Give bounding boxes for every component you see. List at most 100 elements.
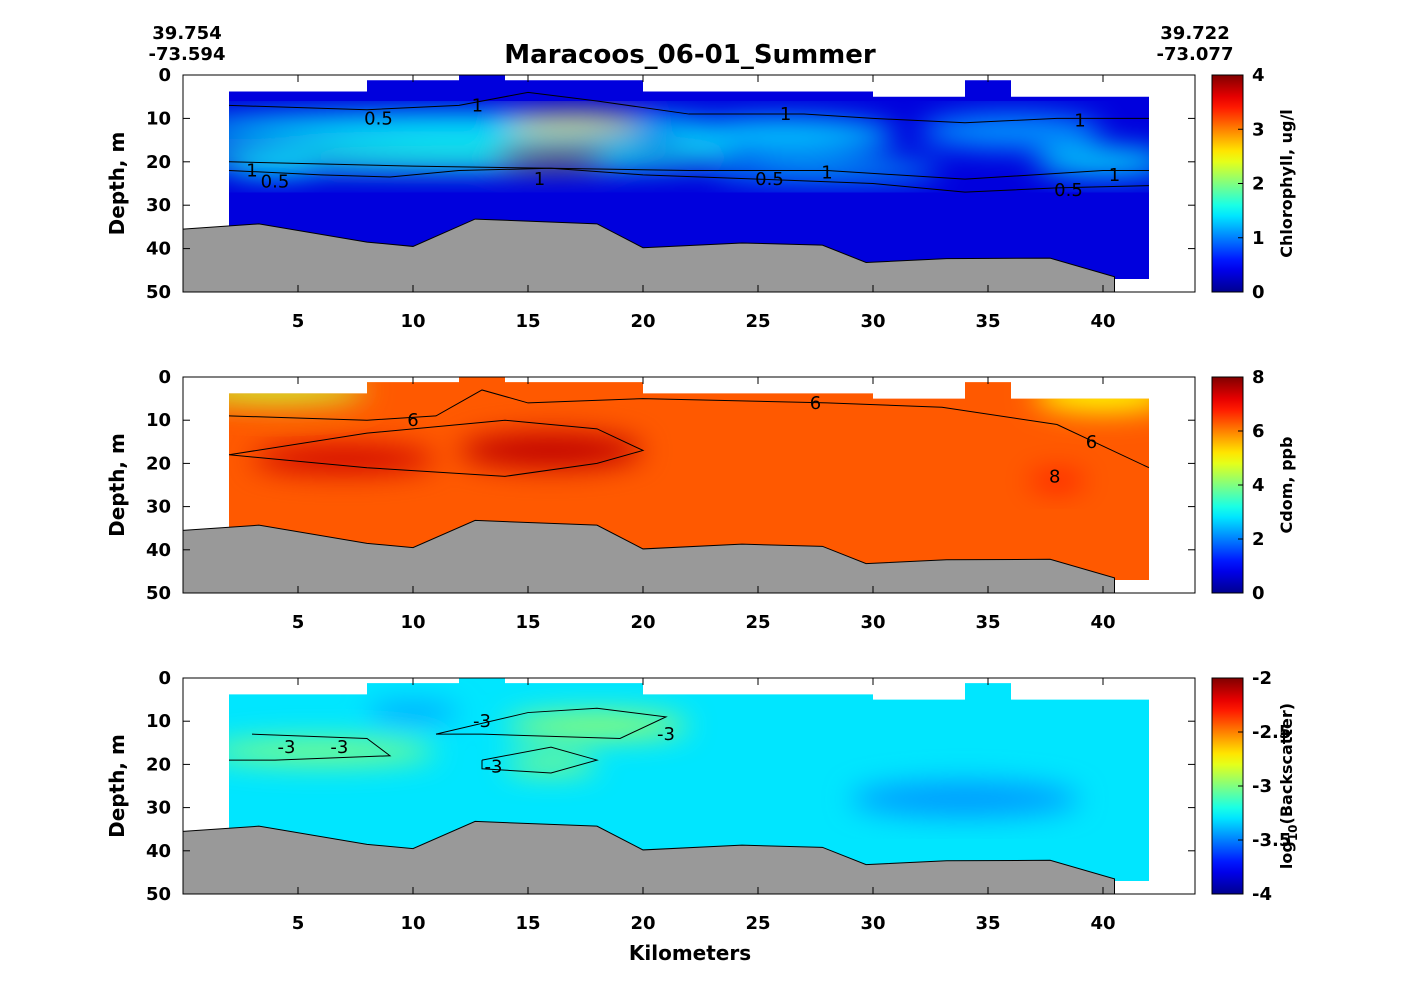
contour-label: 6 xyxy=(1086,432,1097,453)
corner-left-lon: -73.594 xyxy=(149,44,226,65)
contour-line xyxy=(229,91,1149,124)
colorbar-label: Cdom, ppb xyxy=(1277,437,1296,534)
x-axis-label: Kilometers xyxy=(629,941,751,965)
contour-line xyxy=(229,161,1149,180)
colorbar-tick-label: 2 xyxy=(1252,174,1265,195)
y-axis-label: Depth, m xyxy=(105,433,129,537)
colorbar xyxy=(1211,376,1244,594)
y-tick-label: 20 xyxy=(146,152,171,173)
field-patch xyxy=(505,755,597,774)
x-tick-label: 35 xyxy=(975,913,1000,934)
contour-line xyxy=(229,419,645,477)
contour-line xyxy=(229,389,1149,469)
contour-label: -3 xyxy=(278,737,296,758)
y-axis-label: Depth, m xyxy=(105,734,129,838)
x-tick-label: 25 xyxy=(745,612,770,633)
chlorophyll-panel: 0.51 1 110.5 1 0.5 10.515 10 15 20 25 30 35 40010203… xyxy=(105,65,1296,332)
colorbar-tick-label: 0 xyxy=(1252,583,1265,604)
axes-frame xyxy=(182,74,1196,293)
cdom-panel: 6 6 6 8 5 10 15 20 25 30 35 40 0 10 20 30 40 50 Depth, m 0 2… xyxy=(105,367,1296,633)
field-patch xyxy=(666,118,896,154)
y-tick-label: 20 xyxy=(146,754,171,775)
x-tick-label: 30 xyxy=(860,612,885,633)
contour-label: 0.5 xyxy=(1054,180,1083,201)
y-tick-label: 10 xyxy=(146,711,171,732)
colorbar xyxy=(1211,74,1244,293)
y-tick-label: 0 xyxy=(158,668,171,689)
y-tick-label: 40 xyxy=(146,841,171,862)
y-tick-label: 40 xyxy=(146,239,171,260)
x-tick-label: 25 xyxy=(745,311,770,332)
seabed xyxy=(182,820,1115,895)
colorbar xyxy=(1211,677,1244,895)
field-patch xyxy=(229,377,367,403)
x-tick-label: 35 xyxy=(975,612,1000,633)
field-patch xyxy=(229,738,436,765)
colorbar-label: Chlorophyll, ug/l xyxy=(1277,109,1296,258)
x-tick-label: 40 xyxy=(1090,612,1115,633)
field-patch xyxy=(505,712,689,739)
x-tick-label: 5 xyxy=(292,612,305,633)
axes-frame xyxy=(182,677,1196,895)
backscatter-panel: -3 -3 -3 -3 -3 5 10 15 20 25 30 35 40 0 10 20 30 40 50 Dept… xyxy=(105,668,1300,934)
y-tick-label: 50 xyxy=(146,282,171,303)
corner-left-lat: 39.754 xyxy=(152,23,221,44)
contour-label: 0.5 xyxy=(261,171,290,192)
field-patch xyxy=(493,147,609,168)
field-patch xyxy=(229,114,735,141)
contour-label: 1 xyxy=(780,104,791,125)
field-patch xyxy=(1029,474,1085,488)
contour-label: 6 xyxy=(407,410,418,431)
contour-line xyxy=(481,746,599,774)
y-tick-label: 30 xyxy=(146,497,171,518)
contour-label: 1 xyxy=(472,95,483,116)
contour-line xyxy=(229,733,392,761)
corner-right-lon: -73.077 xyxy=(1157,44,1234,65)
contour-label: 1 xyxy=(1109,165,1120,186)
field-patch xyxy=(367,703,459,722)
field-patch xyxy=(505,114,643,132)
field-patch xyxy=(252,446,436,473)
corner-right-lat: 39.722 xyxy=(1160,23,1229,44)
y-tick-label: 0 xyxy=(158,65,171,86)
colorbar-tick-label: 2 xyxy=(1252,529,1265,550)
colorbar-label: log10(Backscatter) xyxy=(1277,703,1300,869)
x-tick-label: 40 xyxy=(1090,913,1115,934)
colorbar-tick-label: 4 xyxy=(1252,65,1265,86)
y-tick-label: 30 xyxy=(146,798,171,819)
figure-title: Maracoos_06-01_Summer xyxy=(504,40,876,70)
field-patch xyxy=(459,433,643,468)
x-tick-label: 10 xyxy=(400,311,425,332)
seabed xyxy=(182,218,1115,293)
x-tick-label: 15 xyxy=(515,612,540,633)
y-tick-label: 40 xyxy=(146,540,171,561)
contour-label: 0.5 xyxy=(364,108,393,129)
contour-label: -3 xyxy=(657,724,675,745)
seabed xyxy=(182,519,1115,594)
contour-label: 0.5 xyxy=(755,169,784,190)
colorbar-tick-label: -2.5 xyxy=(1252,722,1291,743)
x-tick-label: 35 xyxy=(975,311,1000,332)
contour-label: 1 xyxy=(1074,111,1085,132)
contour-label: 6 xyxy=(810,393,821,414)
section-field xyxy=(229,377,1149,581)
colorbar-tick-label: -3 xyxy=(1252,776,1272,797)
field-patch xyxy=(850,781,1080,817)
contour-label: 1 xyxy=(246,160,257,181)
field-patch xyxy=(1034,148,1149,175)
colorbar-tick-label: -3.5 xyxy=(1252,830,1291,851)
colorbar-tick-label: 1 xyxy=(1252,228,1265,249)
contour-label: 8 xyxy=(1049,466,1060,487)
colorbar-tick-label: 3 xyxy=(1252,119,1265,140)
x-tick-label: 5 xyxy=(292,913,305,934)
contour-label: 1 xyxy=(821,163,832,184)
contour-label: -3 xyxy=(485,757,503,778)
contour-label: 1 xyxy=(534,169,545,190)
x-tick-label: 40 xyxy=(1090,311,1115,332)
colorbar-tick-label: 0 xyxy=(1252,282,1265,303)
x-tick-label: 10 xyxy=(400,913,425,934)
colorbar-tick-label: -2 xyxy=(1252,668,1272,689)
x-tick-label: 30 xyxy=(860,311,885,332)
x-tick-label: 5 xyxy=(292,311,305,332)
